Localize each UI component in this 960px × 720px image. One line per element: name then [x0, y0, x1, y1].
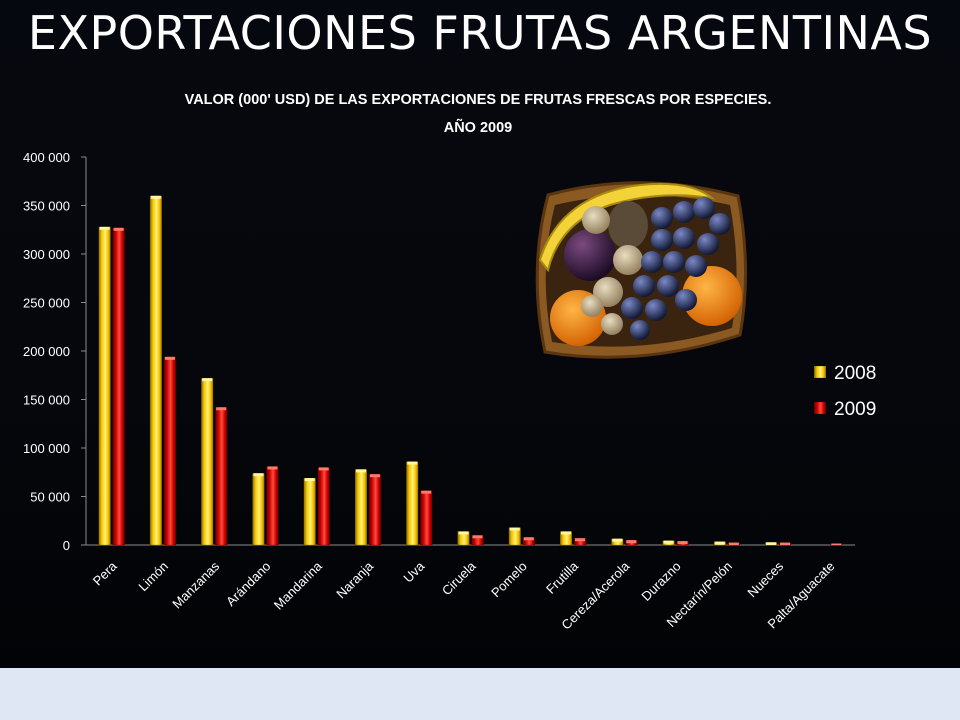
y-tick-label: 350 000: [23, 199, 70, 214]
bar-2008: [303, 477, 316, 546]
legend-label-2009: 2009: [834, 399, 876, 420]
bar-2009: [317, 467, 330, 546]
x-tick-label: Manzanas: [169, 558, 222, 611]
bar-cap-2009: [523, 537, 534, 541]
bar-cap-2008: [253, 473, 264, 477]
bar-cap-2009: [113, 227, 124, 231]
legend-swatch-2009: [813, 401, 827, 415]
chart-axes: 0 50 000 100 000 150 000 200 000 250 000 300 0…: [23, 150, 855, 553]
bar-cap-2008: [304, 478, 315, 482]
y-tick-label: 50 000: [30, 490, 70, 505]
bottom-band: [0, 668, 960, 720]
x-tick-label: Durazno: [638, 559, 683, 604]
bar-cap-2008: [509, 527, 520, 531]
bar-2008: [354, 469, 368, 546]
y-tick-label: 150 000: [23, 393, 70, 408]
bar-cap-2008: [766, 542, 777, 545]
bar-cap-2008: [202, 378, 213, 382]
chart-title: VALOR (000' USD) DE LAS EXPORTACIONES DE…: [185, 92, 772, 108]
x-tick-label: Pomelo: [488, 559, 530, 601]
bar-cap-2008: [561, 531, 572, 535]
bar-cap-2008: [99, 226, 110, 230]
bar-cap-2009: [421, 490, 432, 494]
bar-2009: [214, 407, 228, 546]
bar-cap-2009: [318, 467, 329, 471]
x-tick-label: Uva: [400, 558, 427, 585]
bar-2009: [112, 227, 125, 546]
bar-cap-2009: [472, 535, 483, 539]
bar-cap-2008: [714, 541, 725, 545]
bar-2008: [405, 461, 419, 546]
bar-cap-2009: [626, 540, 637, 544]
x-tick-label: Naranja: [333, 558, 376, 601]
bar-cap-2009: [575, 538, 586, 542]
bar-2008: [98, 226, 111, 546]
legend-label-2008: 2008: [834, 363, 876, 384]
bar-cap-2008: [663, 540, 674, 544]
y-tick-label: 400 000: [23, 150, 70, 165]
x-tick-label: Nueces: [744, 558, 786, 600]
bar-2009: [368, 473, 382, 546]
x-tick-label: Mandarina: [271, 558, 326, 613]
chart-subtitle: AÑO 2009: [444, 118, 513, 136]
slide-title: EXPORTACIONES FRUTAS ARGENTINAS: [27, 6, 933, 60]
bar-2008: [149, 195, 163, 546]
bar-2008: [200, 377, 214, 546]
bar-cap-2008: [458, 531, 469, 535]
bar-2008: [252, 472, 265, 546]
bar-cap-2008: [150, 195, 161, 199]
x-tick-label: Pera: [90, 558, 121, 589]
bar-cap-2009: [267, 466, 278, 470]
bar-cap-2009: [216, 407, 227, 411]
x-tick-label: Frutilla: [543, 558, 582, 597]
bar-cap-2009: [780, 542, 791, 545]
bar-cap-2008: [407, 461, 418, 465]
legend-swatch-2008: [813, 365, 827, 379]
bar-cap-2009: [369, 474, 380, 478]
bar-cap-2009: [677, 541, 688, 545]
bar-chart: VALOR (000' USD) DE LAS EXPORTACIONES DE…: [23, 92, 876, 633]
bar-2009: [163, 356, 177, 546]
bar-cap-2009: [831, 543, 842, 545]
bar-cap-2008: [355, 469, 366, 473]
y-tick-label: 300 000: [23, 247, 70, 262]
y-tick-label: 0: [63, 538, 70, 553]
bar-cap-2009: [728, 542, 739, 545]
chart-legend: 2008 2009: [813, 363, 876, 420]
y-tick-label: 100 000: [23, 441, 70, 456]
bar-2009: [266, 466, 279, 546]
fruit-basket-image: [535, 181, 747, 359]
y-tick-label: 200 000: [23, 344, 70, 359]
x-tick-label: Arándano: [223, 559, 273, 609]
bar-cap-2009: [164, 356, 175, 360]
x-tick-label: Ciruela: [439, 558, 479, 598]
y-tick-label: 250 000: [23, 296, 70, 311]
bar-2009: [419, 490, 433, 546]
bar-cap-2008: [612, 538, 623, 542]
chart-bars: [98, 195, 843, 546]
x-tick-label: Limón: [135, 559, 171, 595]
